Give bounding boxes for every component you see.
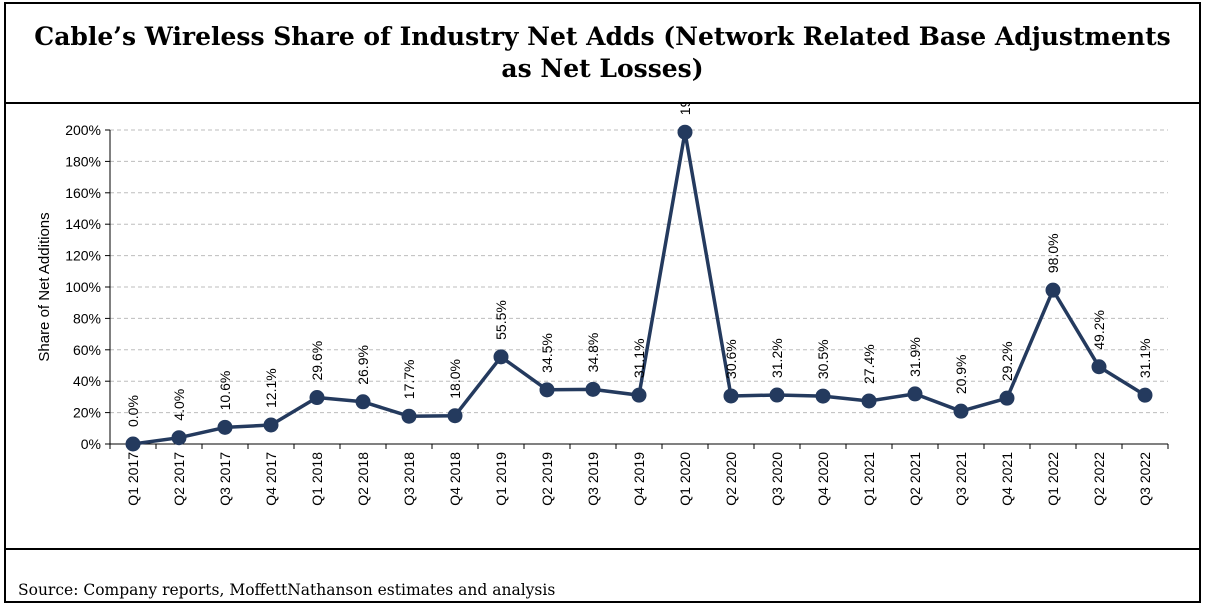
y-tick-label: 20% bbox=[73, 405, 101, 421]
data-point bbox=[677, 124, 693, 140]
y-tick-label: 180% bbox=[65, 153, 101, 169]
data-point bbox=[1091, 359, 1107, 375]
x-tick-label: Q4 2019 bbox=[631, 452, 647, 506]
y-tick-label: 100% bbox=[65, 279, 101, 295]
data-label: 30.6% bbox=[723, 339, 739, 379]
data-point bbox=[815, 388, 831, 404]
x-tick-label: Q3 2017 bbox=[217, 452, 233, 506]
data-point bbox=[861, 393, 877, 409]
y-tick-label: 0% bbox=[81, 436, 101, 452]
data-label: 55.5% bbox=[493, 300, 509, 340]
data-label: 17.7% bbox=[401, 360, 417, 400]
x-tick-label: Q4 2018 bbox=[447, 452, 463, 506]
x-tick-label: Q1 2017 bbox=[125, 452, 141, 506]
x-tick-label: Q3 2019 bbox=[585, 452, 601, 506]
title-box: Cable’s Wireless Share of Industry Net A… bbox=[6, 4, 1199, 104]
x-tick-label: Q2 2017 bbox=[171, 452, 187, 506]
y-axis-title: Share of Net Additions bbox=[36, 212, 53, 361]
data-label: 31.2% bbox=[769, 338, 785, 378]
x-tick-label: Q3 2018 bbox=[401, 452, 417, 506]
y-tick-label: 140% bbox=[65, 216, 101, 232]
source-box: Source: Company reports, MoffettNathanso… bbox=[6, 548, 1199, 601]
x-tick-label: Q3 2022 bbox=[1137, 452, 1153, 506]
data-label: 98.0% bbox=[1045, 233, 1061, 273]
data-point bbox=[401, 408, 417, 424]
data-point bbox=[493, 349, 509, 365]
data-label: 29.2% bbox=[999, 341, 1015, 381]
data-label: 31.1% bbox=[1137, 338, 1153, 378]
x-tick-label: Q3 2020 bbox=[769, 452, 785, 506]
x-tick-label: Q1 2021 bbox=[861, 452, 877, 506]
x-tick-label: Q2 2018 bbox=[355, 452, 371, 506]
x-tick-label: Q2 2022 bbox=[1091, 452, 1107, 506]
data-point bbox=[999, 390, 1015, 406]
data-label: 27.4% bbox=[861, 344, 877, 384]
data-point bbox=[309, 390, 325, 406]
data-point bbox=[631, 387, 647, 403]
data-point bbox=[953, 403, 969, 419]
data-point bbox=[355, 394, 371, 410]
data-point bbox=[585, 381, 601, 397]
data-label: 34.8% bbox=[585, 333, 601, 373]
data-label: 20.9% bbox=[953, 354, 969, 394]
data-label: 18.0% bbox=[447, 359, 463, 399]
data-point bbox=[125, 436, 141, 452]
x-tick-label: Q4 2021 bbox=[999, 452, 1015, 506]
chart-area: 0% 20% 40% 60% 80% 100% 120% 140% 160% 180% 200% Q1… bbox=[6, 104, 1199, 550]
data-point bbox=[723, 388, 739, 404]
x-tick-label: Q2 2021 bbox=[907, 452, 923, 506]
data-label: 10.6% bbox=[217, 371, 233, 411]
data-label: 12.1% bbox=[263, 368, 279, 408]
data-label: 29.6% bbox=[309, 341, 325, 381]
x-tick-label: Q1 2019 bbox=[493, 452, 509, 506]
data-label: 198.6% bbox=[677, 104, 693, 115]
data-label: 0.0% bbox=[125, 395, 141, 427]
chart-title: Cable’s Wireless Share of Industry Net A… bbox=[34, 22, 1171, 83]
y-tick-label: 160% bbox=[65, 185, 101, 201]
x-tick-label: Q4 2020 bbox=[815, 452, 831, 506]
data-point bbox=[217, 419, 233, 435]
data-point bbox=[769, 387, 785, 403]
y-tick-label: 60% bbox=[73, 342, 101, 358]
data-label: 30.5% bbox=[815, 339, 831, 379]
data-point bbox=[171, 430, 187, 446]
data-point bbox=[539, 382, 555, 398]
y-tick-label: 200% bbox=[65, 122, 101, 138]
y-tick-label: 120% bbox=[65, 248, 101, 264]
data-label: 34.5% bbox=[539, 333, 555, 373]
data-point bbox=[1045, 282, 1061, 298]
x-tick-label: Q2 2020 bbox=[723, 452, 739, 506]
data-label: 4.0% bbox=[171, 389, 187, 421]
data-label: 49.2% bbox=[1091, 310, 1107, 350]
line-chart: 0% 20% 40% 60% 80% 100% 120% 140% 160% 180% 200% Q1… bbox=[36, 104, 1169, 506]
x-tick-label: Q2 2019 bbox=[539, 452, 555, 506]
y-tick-label: 80% bbox=[73, 310, 101, 326]
data-point bbox=[907, 386, 923, 402]
x-tick-label: Q1 2022 bbox=[1045, 452, 1061, 506]
source-note: Source: Company reports, MoffettNathanso… bbox=[18, 581, 556, 599]
x-tick-label: Q4 2017 bbox=[263, 452, 279, 506]
data-point bbox=[447, 408, 463, 424]
data-label: 31.1% bbox=[631, 338, 647, 378]
data-point bbox=[263, 417, 279, 433]
data-label: 31.9% bbox=[907, 337, 923, 377]
x-tick-label: Q1 2020 bbox=[677, 452, 693, 506]
x-tick-label: Q3 2021 bbox=[953, 452, 969, 506]
chart-frame: Cable’s Wireless Share of Industry Net A… bbox=[4, 2, 1201, 603]
data-label: 26.9% bbox=[355, 345, 371, 385]
x-tick-label: Q1 2018 bbox=[309, 452, 325, 506]
y-tick-label: 40% bbox=[73, 373, 101, 389]
data-point bbox=[1137, 387, 1153, 403]
